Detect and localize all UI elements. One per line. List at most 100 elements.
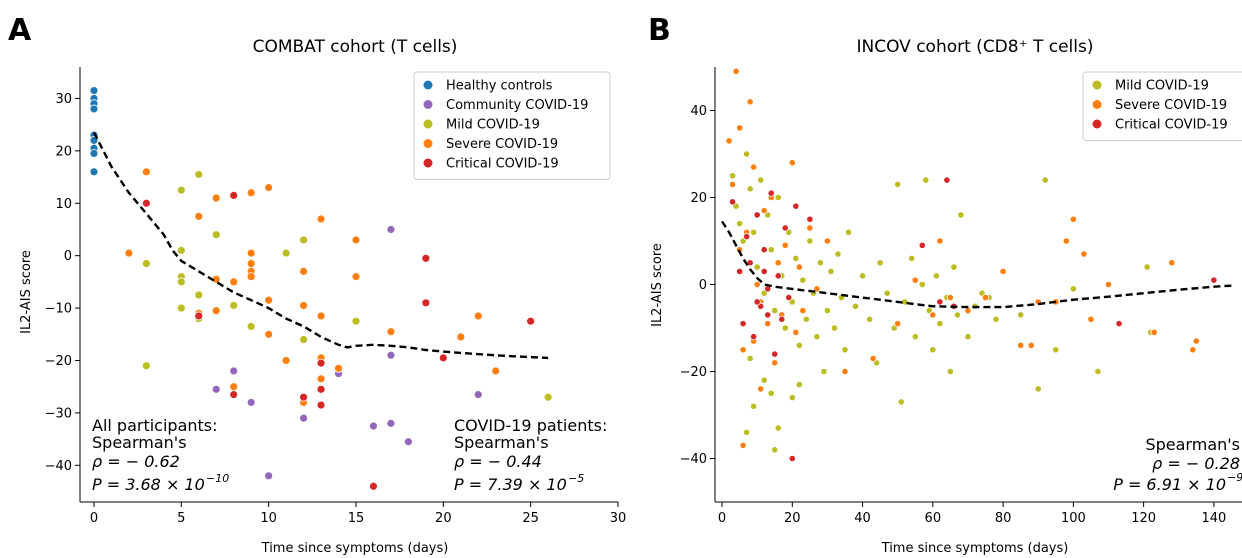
legend-marker	[1092, 100, 1102, 109]
data-point	[750, 163, 758, 171]
data-point	[767, 189, 775, 197]
legend-marker	[423, 158, 433, 168]
data-point	[176, 246, 186, 255]
data-point	[750, 402, 758, 410]
x-tick-label: 0	[90, 511, 98, 526]
data-point	[1115, 320, 1123, 328]
data-point	[964, 333, 972, 341]
data-point	[739, 346, 747, 354]
data-point	[753, 263, 761, 271]
data-point	[1034, 385, 1042, 393]
data-point	[830, 324, 839, 332]
annotation-exponent: −5	[568, 472, 584, 485]
legend-a: Healthy controls Community COVID-19 Mild C…	[413, 71, 611, 180]
data-point	[246, 322, 256, 331]
legend-box	[1082, 71, 1242, 141]
annotation-right-b: Spearman's ρ = − 0.28 P = 6.91 × 10 −9	[1113, 435, 1242, 494]
data-point	[725, 137, 733, 145]
data-point	[760, 267, 768, 276]
data-point	[369, 421, 378, 431]
data-point	[732, 67, 740, 75]
data-point	[922, 176, 930, 184]
data-point	[246, 272, 256, 282]
data-point	[728, 198, 737, 206]
y-tick-label: 20	[55, 144, 72, 159]
annotation-line: P = 6.91 × 10	[1113, 475, 1226, 494]
data-point	[750, 333, 758, 341]
data-point	[211, 306, 221, 316]
legend-label: Severe COVID-19	[446, 137, 558, 152]
data-point	[785, 293, 793, 302]
data-point	[1150, 328, 1158, 336]
x-axis-label-b: Time since symptoms (days)	[881, 541, 1069, 556]
data-point	[802, 315, 810, 323]
annotation-exponent: −9	[1227, 471, 1242, 484]
x-tick-label: 60	[925, 511, 942, 526]
data-point	[753, 280, 761, 289]
data-point	[999, 267, 1007, 276]
legend-marker	[423, 100, 433, 109]
annotation-line: All participants:	[92, 416, 218, 435]
data-point	[753, 298, 761, 306]
annotation-line: P = 3.68 × 10	[92, 475, 205, 494]
data-point	[194, 211, 204, 221]
y-tick-label: 0	[64, 249, 72, 264]
data-point	[771, 446, 779, 454]
legend-box	[413, 71, 611, 180]
data-point	[764, 311, 772, 319]
trend-a	[92, 131, 549, 360]
data-point	[841, 346, 849, 354]
data-point	[820, 367, 828, 376]
data-point	[1168, 259, 1176, 267]
x-tick-label: 30	[610, 511, 627, 526]
data-point	[211, 384, 221, 394]
x-tick-label: 120	[1131, 511, 1156, 526]
data-point	[229, 366, 239, 376]
y-tick-label: 0	[699, 278, 707, 293]
data-point	[792, 202, 800, 210]
data-point	[438, 353, 448, 363]
x-tick-label: 10	[260, 511, 277, 526]
y-tick-label: −20	[45, 354, 72, 369]
x-tick-label: 80	[995, 511, 1012, 526]
data-point	[421, 298, 431, 308]
data-point	[229, 390, 239, 399]
data-point	[795, 380, 803, 389]
data-point	[788, 159, 796, 167]
data-point	[176, 303, 186, 313]
data-point	[403, 437, 413, 447]
data-point	[932, 272, 940, 280]
data-point	[264, 295, 274, 305]
data-point	[299, 413, 308, 423]
data-point	[299, 301, 308, 310]
data-point	[1069, 285, 1077, 293]
data-point	[743, 150, 751, 158]
data-point	[771, 350, 779, 358]
data-point	[299, 335, 308, 344]
data-point	[229, 191, 239, 200]
data-point	[778, 315, 786, 323]
data-point	[89, 104, 99, 114]
data-point	[774, 259, 782, 267]
data-point	[369, 481, 378, 491]
data-point	[299, 392, 308, 402]
data-point	[351, 272, 361, 282]
data-point	[757, 385, 765, 393]
annotation-line: ρ = − 0.44	[454, 452, 542, 471]
ticks-b: 0 20 40 60 80 100 120 140 −40 −20 0 20 40	[680, 104, 1227, 526]
data-point	[918, 280, 926, 289]
data-point	[229, 301, 239, 310]
x-tick-label: 5	[177, 511, 185, 526]
x-tick-label: 15	[348, 511, 365, 526]
data-point	[869, 354, 877, 363]
data-point	[141, 167, 151, 177]
legend-label: Severe COVID-19	[1115, 98, 1227, 113]
data-point	[491, 366, 501, 376]
data-point	[964, 306, 972, 315]
data-point	[264, 183, 274, 192]
data-point	[799, 276, 807, 284]
data-point	[844, 228, 853, 236]
data-point	[89, 149, 99, 158]
legend-label: Critical COVID-19	[446, 157, 559, 172]
